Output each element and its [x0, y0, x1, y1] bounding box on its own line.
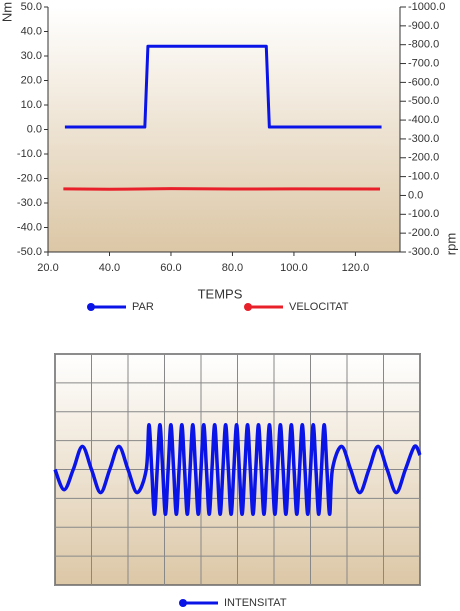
y-tick-label: 50.0 — [21, 1, 42, 13]
y-tick-label: -50.0 — [17, 246, 42, 258]
x-tick-label: 20.0 — [37, 262, 58, 274]
legend-label: VELOCITAT — [289, 301, 349, 313]
y2-tick-label: 0.0 — [408, 189, 423, 201]
series-line — [64, 44, 382, 129]
series-line — [53, 422, 422, 517]
y2-tick-label: -200.0 — [408, 152, 439, 164]
y2-tick-label: -300.0 — [408, 133, 439, 145]
series-line — [63, 187, 381, 191]
x-tick-label: 80.0 — [222, 262, 243, 274]
y-tick-label: -20.0 — [17, 172, 42, 184]
y2-tick-label: -900.0 — [408, 20, 439, 32]
y2-tick-label: -600.0 — [408, 76, 439, 88]
y-tick-label: 20.0 — [21, 74, 42, 86]
y2-tick-label: -400.0 — [408, 114, 439, 126]
y2-tick-label: -300.0 — [408, 246, 439, 258]
x-tick-label: 100.0 — [280, 262, 308, 274]
y2-tick-label: -1000.0 — [408, 1, 445, 13]
y-tick-label: 40.0 — [21, 25, 42, 37]
legend-marker — [87, 303, 95, 311]
plot-background — [48, 7, 400, 252]
y-tick-label: 30.0 — [21, 50, 42, 62]
y2-tick-label: -100.0 — [408, 171, 439, 183]
legend-label: INTENSITAT — [224, 597, 287, 609]
y2-axis-title: rpm — [443, 233, 458, 255]
y-tick-label: 10.0 — [21, 99, 42, 111]
y-tick-label: -10.0 — [17, 148, 42, 160]
y-tick-label: 0.0 — [27, 123, 42, 135]
x-tick-label: 120.0 — [342, 262, 370, 274]
x-tick-label: 40.0 — [99, 262, 120, 274]
y-tick-label: -40.0 — [17, 221, 42, 233]
y2-tick-label: -200.0 — [408, 227, 439, 239]
legend-marker — [244, 303, 252, 311]
y2-tick-label: -700.0 — [408, 57, 439, 69]
y2-tick-label: -100.0 — [408, 208, 439, 220]
y-tick-label: -30.0 — [17, 197, 42, 209]
legend-marker — [179, 599, 187, 607]
y2-tick-label: -800.0 — [408, 39, 439, 51]
x-axis-title: TEMPS — [198, 286, 243, 301]
x-tick-label: 60.0 — [160, 262, 181, 274]
y-axis-title: Nm — [0, 2, 14, 22]
legend-label: PAR — [132, 301, 154, 313]
y2-tick-label: -500.0 — [408, 95, 439, 107]
